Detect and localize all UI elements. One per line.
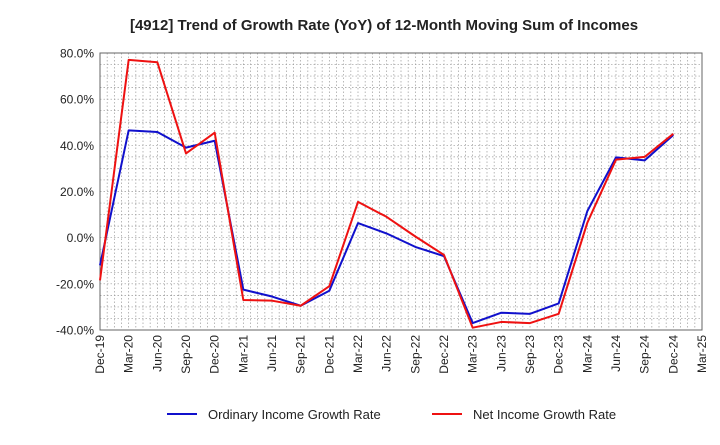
x-tick-label: Jun-24	[609, 335, 623, 372]
y-tick-label: -40.0%	[56, 324, 94, 338]
x-tick-label: Jun-23	[494, 335, 508, 372]
x-tick-label: Jun-21	[265, 335, 279, 372]
x-tick-label: Mar-23	[466, 335, 480, 373]
y-tick-label: -20.0%	[56, 277, 94, 291]
y-tick-label: 80.0%	[60, 47, 94, 61]
x-tick-label: Mar-20	[122, 335, 136, 373]
x-tick-label: Sep-23	[523, 335, 537, 374]
y-tick-label: 40.0%	[60, 139, 94, 153]
x-tick-label: Sep-21	[294, 335, 308, 374]
x-tick-label: Mar-25	[695, 335, 709, 373]
x-tick-label: Mar-22	[351, 335, 365, 373]
legend: Ordinary Income Growth Rate Net Income Gr…	[167, 407, 616, 422]
legend-label-1: Ordinary Income Growth Rate	[208, 407, 381, 422]
chart-title: [4912] Trend of Growth Rate (YoY) of 12-…	[130, 17, 638, 34]
x-tick-label: Sep-24	[638, 335, 652, 374]
x-tick-label: Mar-24	[580, 335, 594, 373]
x-tick-label: Sep-22	[408, 335, 422, 374]
x-tick-label: Jun-20	[150, 335, 164, 372]
x-tick-label: Mar-21	[236, 335, 250, 373]
y-tick-label: 60.0%	[60, 93, 94, 107]
grid	[100, 53, 702, 330]
x-tick-label: Jun-22	[380, 335, 394, 372]
x-tick-label: Sep-20	[179, 335, 193, 374]
legend-label-2: Net Income Growth Rate	[473, 407, 616, 422]
x-tick-label: Dec-21	[322, 335, 336, 374]
series-lines	[99, 58, 674, 329]
axes: 80.0%60.0%40.0%20.0%0.0%-20.0%-40.0%Dec-…	[56, 47, 709, 374]
x-tick-label: Dec-23	[552, 335, 566, 374]
y-tick-label: 20.0%	[60, 185, 94, 199]
x-tick-label: Dec-20	[208, 335, 222, 374]
plot-frame	[99, 52, 703, 331]
x-tick-label: Dec-24	[666, 335, 680, 374]
x-tick-label: Dec-19	[93, 335, 107, 374]
series-line-2	[99, 58, 674, 329]
y-tick-label: 0.0%	[67, 231, 95, 245]
x-tick-label: Dec-22	[437, 335, 451, 374]
